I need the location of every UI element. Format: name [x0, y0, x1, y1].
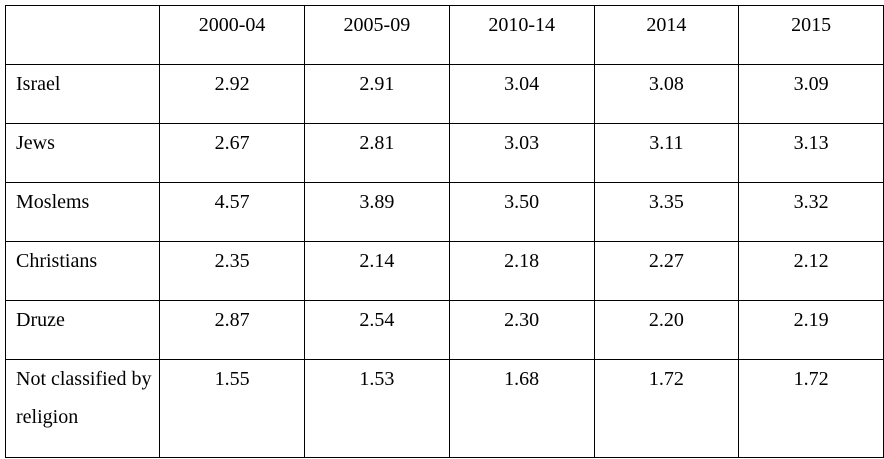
table-cell: 3.09 — [738, 64, 884, 124]
table-cell: 2.81 — [304, 123, 450, 183]
table-cell: 4.57 — [159, 182, 305, 242]
table-cell: 2.92 — [159, 64, 305, 124]
row-label: Moslems — [4, 182, 161, 242]
table-row: Christians 2.35 2.14 2.18 2.27 2.12 — [4, 241, 884, 301]
table-cell: 3.13 — [738, 123, 884, 183]
table-cell: 2.27 — [593, 241, 740, 301]
table-cell: 1.72 — [738, 359, 884, 458]
data-table: 2000-04 2005-09 2010-14 2014 2015 Israel… — [4, 5, 884, 458]
table-cell: 2.91 — [304, 64, 450, 124]
table-cell: 1.72 — [593, 359, 740, 458]
table-row: Jews 2.67 2.81 3.03 3.11 3.13 — [4, 123, 884, 183]
table-cell: 2.30 — [448, 300, 595, 360]
header-row: 2000-04 2005-09 2010-14 2014 2015 — [4, 5, 884, 65]
row-label: Not classified by religion — [4, 359, 161, 458]
table-cell: 3.32 — [738, 182, 884, 242]
table-cell: 1.55 — [159, 359, 305, 458]
column-header: 2010-14 — [448, 5, 595, 65]
column-header: 2014 — [593, 5, 740, 65]
table-cell: 2.14 — [304, 241, 450, 301]
table-row: Not classified by religion 1.55 1.53 1.6… — [4, 359, 884, 458]
table-cell: 3.04 — [448, 64, 595, 124]
table-cell: 2.12 — [738, 241, 884, 301]
table-cell: 3.50 — [448, 182, 595, 242]
column-header: 2015 — [738, 5, 884, 65]
table-cell: 3.08 — [593, 64, 740, 124]
row-label: Israel — [4, 64, 161, 124]
column-header: 2005-09 — [304, 5, 450, 65]
row-label: Jews — [4, 123, 161, 183]
corner-cell — [4, 5, 161, 65]
table-cell: 3.03 — [448, 123, 595, 183]
table-cell: 2.20 — [593, 300, 740, 360]
table-row: Israel 2.92 2.91 3.04 3.08 3.09 — [4, 64, 884, 124]
row-label: Druze — [4, 300, 161, 360]
table-cell: 1.68 — [448, 359, 595, 458]
row-label: Christians — [4, 241, 161, 301]
table-cell: 3.11 — [593, 123, 740, 183]
cropped-footer-text — [10, 452, 310, 459]
table-row: Moslems 4.57 3.89 3.50 3.35 3.32 — [4, 182, 884, 242]
table-cell: 2.87 — [159, 300, 305, 360]
table-cell: 2.54 — [304, 300, 450, 360]
table-cell: 2.35 — [159, 241, 305, 301]
table-cell: 3.35 — [593, 182, 740, 242]
table-cell: 3.89 — [304, 182, 450, 242]
column-header: 2000-04 — [159, 5, 305, 65]
table-cell: 1.53 — [304, 359, 450, 458]
table-row: Druze 2.87 2.54 2.30 2.20 2.19 — [4, 300, 884, 360]
table-cell: 2.18 — [448, 241, 595, 301]
table-cell: 2.19 — [738, 300, 884, 360]
table-cell: 2.67 — [159, 123, 305, 183]
